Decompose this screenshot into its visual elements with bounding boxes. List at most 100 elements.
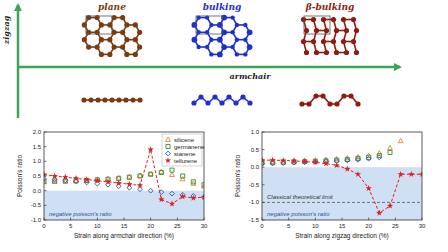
data-point <box>138 174 142 178</box>
atom <box>320 93 325 98</box>
y-tick-label: 1.5 <box>33 144 42 150</box>
data-point <box>377 154 381 158</box>
zigzag-arrow <box>17 5 20 118</box>
y-tick <box>44 205 47 206</box>
atom <box>233 100 238 105</box>
atom <box>243 37 247 41</box>
data-point <box>138 173 143 177</box>
atom <box>81 97 86 102</box>
data-point <box>345 158 350 163</box>
atom <box>212 94 217 99</box>
y-tick <box>44 146 47 147</box>
data-point <box>169 201 175 207</box>
side-view <box>299 93 360 106</box>
atom <box>137 44 142 49</box>
atom <box>217 37 223 43</box>
structure-title: β-bulking <box>305 2 354 12</box>
atom <box>311 17 316 22</box>
y-tick <box>262 184 265 185</box>
data-point <box>116 180 122 186</box>
y-tick <box>262 220 265 221</box>
data-point <box>170 168 174 172</box>
data-point <box>262 157 265 163</box>
atom <box>130 97 135 102</box>
y-tick <box>44 161 47 162</box>
y-tick-label: 0.0 <box>251 164 260 170</box>
atom <box>324 28 329 33</box>
negative-region-label: negative poisson's ratio <box>267 211 330 217</box>
data-point <box>344 166 350 172</box>
data-point <box>159 170 163 174</box>
atom <box>88 97 93 102</box>
data-point <box>180 193 186 199</box>
atom <box>205 100 210 105</box>
series-line <box>262 160 422 213</box>
x-tick <box>368 218 369 221</box>
x-tick-label: 20 <box>147 223 154 229</box>
atom <box>341 93 346 98</box>
y-tick <box>262 132 265 133</box>
y-tick-label: 2.0 <box>33 129 42 135</box>
atom <box>191 22 197 28</box>
x-tick-label: 15 <box>121 223 128 229</box>
atom <box>331 17 336 22</box>
x-tick-label: 5 <box>287 223 291 229</box>
atom <box>209 52 213 56</box>
limit-line <box>262 202 422 203</box>
data-point <box>291 158 297 164</box>
atom <box>230 15 234 19</box>
atom <box>107 37 112 42</box>
atom <box>191 37 197 43</box>
data-point <box>388 150 392 154</box>
data-point <box>73 175 79 181</box>
legend-label: germanene <box>174 144 205 150</box>
atom <box>198 94 203 99</box>
x-tick <box>70 218 71 221</box>
atom <box>191 100 196 105</box>
atom <box>82 37 87 42</box>
atom <box>354 28 359 33</box>
side-view <box>81 97 142 102</box>
atom <box>313 93 318 98</box>
atom <box>95 97 100 102</box>
negative-region <box>262 167 422 220</box>
atom <box>221 44 227 50</box>
data-point <box>52 173 58 179</box>
atom <box>124 22 129 27</box>
atom <box>321 17 326 22</box>
legend-label: tellurene <box>174 158 198 164</box>
y-tick <box>262 167 265 168</box>
data-point <box>387 203 393 209</box>
data-point <box>44 171 47 177</box>
data-point <box>356 157 361 162</box>
atom <box>235 37 239 41</box>
atom <box>334 101 339 106</box>
x-tick-label: 30 <box>201 223 208 229</box>
legend-marker <box>166 144 170 148</box>
atom <box>124 52 129 57</box>
data-point <box>355 171 361 177</box>
data-point <box>149 172 153 176</box>
atom <box>120 15 125 20</box>
data-point <box>419 171 422 177</box>
y-tick-label: 0.5 <box>33 173 42 179</box>
atom <box>120 44 125 49</box>
y-tick-label: -1.0 <box>249 199 260 205</box>
legend-marker <box>166 137 171 141</box>
x-tick <box>44 218 45 221</box>
atom <box>299 101 304 106</box>
data-point <box>366 156 371 161</box>
atom <box>304 28 309 33</box>
legend: silicenegermanenestanenetellurene <box>162 134 205 166</box>
x-tick <box>204 218 205 221</box>
atom <box>304 50 309 55</box>
data-point <box>63 178 68 183</box>
atom <box>230 30 234 34</box>
y-axis-title: Poisson's ratio <box>16 155 23 197</box>
atom <box>344 50 349 55</box>
y-tick-label: 1.0 <box>251 129 260 135</box>
atom <box>355 101 360 106</box>
x-tick <box>177 218 178 221</box>
atom <box>247 29 253 35</box>
y-axis-title: Poisson's ratio <box>234 155 241 197</box>
